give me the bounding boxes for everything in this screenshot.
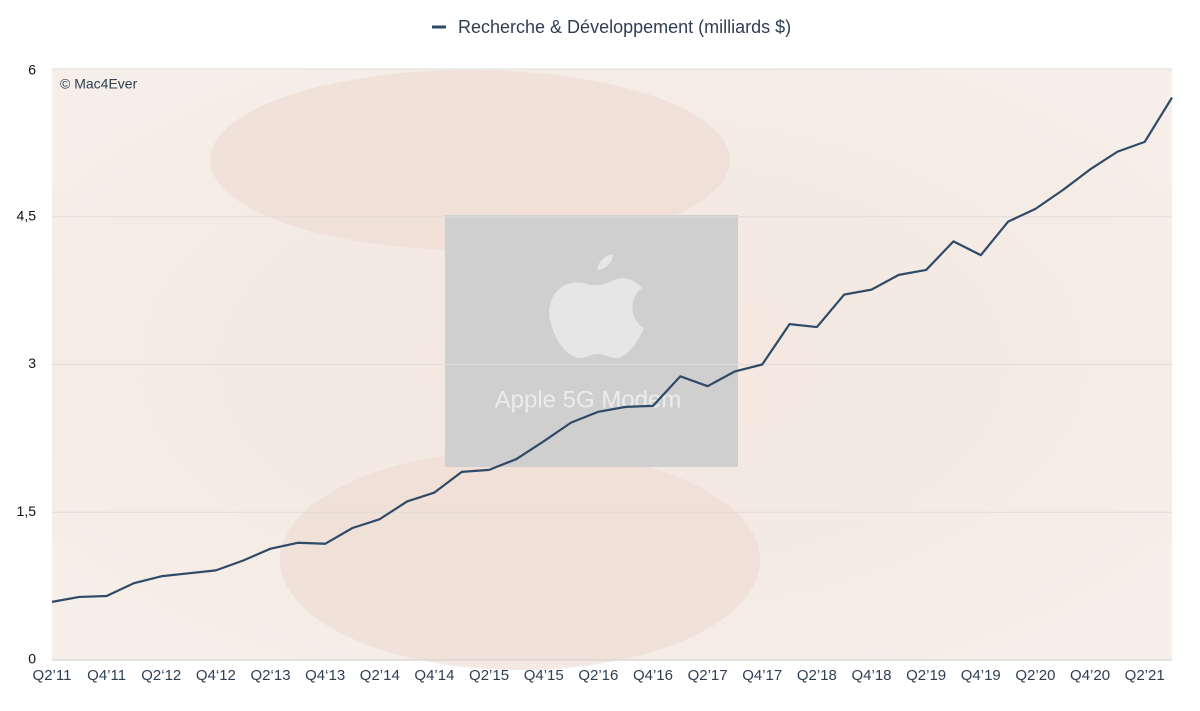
x-tick-label: Q2’20	[1015, 667, 1055, 684]
y-tick-label: 4,5	[17, 207, 37, 223]
x-tick-label: Q2’11	[33, 667, 72, 684]
x-tick-label: Q2‘12	[141, 667, 181, 684]
x-tick-label: Q4’19	[961, 667, 1001, 684]
x-tick-label: Q4’20	[1070, 667, 1110, 684]
y-tick-label: 3	[28, 355, 36, 371]
x-tick-label: Q2’17	[688, 667, 728, 684]
y-tick-label: 6	[28, 62, 36, 78]
x-tick-label: Q4’16	[633, 667, 673, 684]
x-tick-label: Q2’21	[1125, 667, 1165, 684]
photo-finger	[210, 70, 730, 250]
x-tick-label: Q4’14	[414, 667, 454, 684]
x-tick-label: Q4‘13	[305, 667, 345, 684]
x-tick-label: Q2’18	[797, 667, 837, 684]
photo-text: Apple 5G Modem	[495, 386, 682, 413]
apple-logo	[549, 254, 644, 358]
x-tick-label: Q4‘12	[196, 667, 236, 684]
x-tick-label: Q4’17	[742, 667, 782, 684]
y-tick-label: 0	[28, 651, 36, 667]
x-tick-label: Q2‘13	[251, 667, 291, 684]
x-tick-label: Q4’11	[87, 667, 126, 684]
x-tick-label: Q2’14	[360, 667, 400, 684]
x-tick-label: Q4’15	[524, 667, 564, 684]
x-tick-label: Q4’18	[851, 667, 891, 684]
legend-label: Recherche & Développement (milliards $)	[458, 17, 791, 37]
watermark: © Mac4Ever	[60, 76, 138, 92]
photo-finger	[280, 450, 760, 670]
x-tick-label: Q2’19	[906, 667, 946, 684]
x-tick-label: Q2’16	[578, 667, 618, 684]
y-tick-label: 1,5	[17, 503, 37, 519]
series-line	[51, 96, 1173, 603]
x-tick-label: Q2’15	[469, 667, 509, 684]
